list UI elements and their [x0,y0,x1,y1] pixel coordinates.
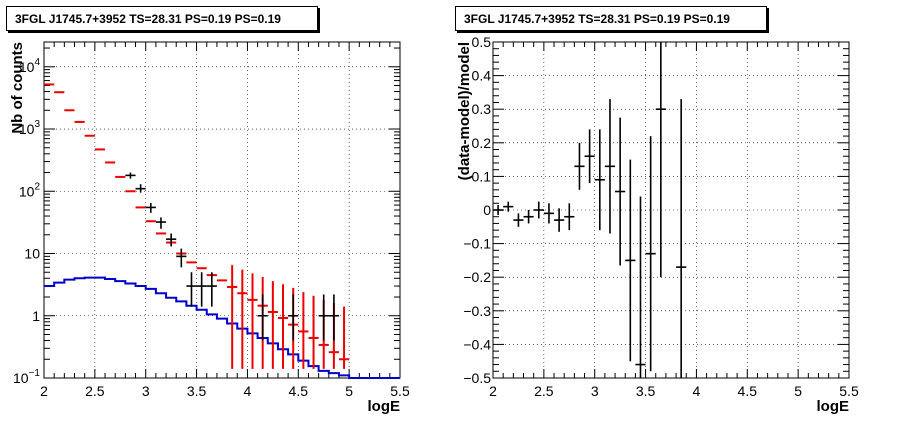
y-tick-label: 10−1 [13,368,40,386]
x-tick-label: 5 [794,383,802,399]
x-tick-label: 2 [40,383,48,399]
y-tick-label: 102 [19,181,41,199]
y-axis-label: (data-model)/model [456,42,473,180]
y-tick-label: 0.4 [472,68,492,84]
x-tick-label: 5.5 [390,383,410,399]
y-tick-label: 10 [24,246,40,262]
residual-chart: 2 2.5 3 3.5 4 4.5 5 5.5 −0.5 −0.4 −0.3 −0.2 −0.1 0 0.1… [456,34,859,415]
y-tick-exponent: 4 [34,57,40,68]
source-model-line [44,276,400,379]
y-tick-label: −0.3 [463,303,491,319]
y-tick-exponent: 2 [34,181,40,192]
residual-plot-title: 3FGL J1745.7+3952 TS=28.31 PS=0.19 PS=0.… [455,6,767,31]
y-tick-label: −0.4 [463,336,491,352]
y-tick-label: −0.1 [463,236,491,252]
y-tick-label: 0.1 [472,168,492,184]
x-tick-label: 2.5 [85,383,105,399]
y-tick-label: 0.3 [472,101,492,117]
x-tick-label: 3 [142,383,150,399]
x-tick-label: 3 [591,383,599,399]
x-tick-label: 5 [345,383,353,399]
y-tick-label: −0.2 [463,269,491,285]
y-tick-label: 0.5 [472,34,492,50]
y-tick-label: −0.5 [463,370,491,386]
plot-frame [43,41,401,379]
x-tick-label: 3.5 [636,383,656,399]
x-axis-label: logE [368,398,401,415]
y-tick-exponent: −1 [29,368,41,379]
y-tick-base: 10 [19,121,35,137]
y-tick-base: 10 [19,183,35,199]
x-tick-label: 4 [693,383,701,399]
counts-plot-title: 3FGL J1745.7+3952 TS=28.31 PS=0.19 PS=0.… [6,6,318,31]
y-tick-label: 1 [32,308,40,324]
x-tick-label: 3.5 [187,383,207,399]
x-tick-label: 2 [489,383,497,399]
y-tick-label: 103 [19,119,41,137]
counts-panel: 3FGL J1745.7+3952 TS=28.31 PS=0.19 PS=0.… [0,0,449,421]
x-tick-label: 5.5 [839,383,859,399]
x-tick-label: 4.5 [289,383,309,399]
y-tick-label: 0.2 [472,135,492,151]
x-tick-label: 2.5 [534,383,554,399]
y-tick-label: 0 [483,202,491,218]
residual-panel: 3FGL J1745.7+3952 TS=28.31 PS=0.19 PS=0.… [449,0,898,421]
y-tick-base: 10 [19,59,35,75]
x-tick-label: 4 [244,383,252,399]
x-tick-label: 4.5 [738,383,758,399]
x-axis-label: logE [817,398,850,415]
y-tick-base: 10 [13,370,29,386]
y-tick-label: 104 [19,57,41,75]
y-tick-exponent: 3 [34,119,40,130]
y-axis-label: Nb of counts [9,42,26,134]
plot-frame [492,41,850,379]
